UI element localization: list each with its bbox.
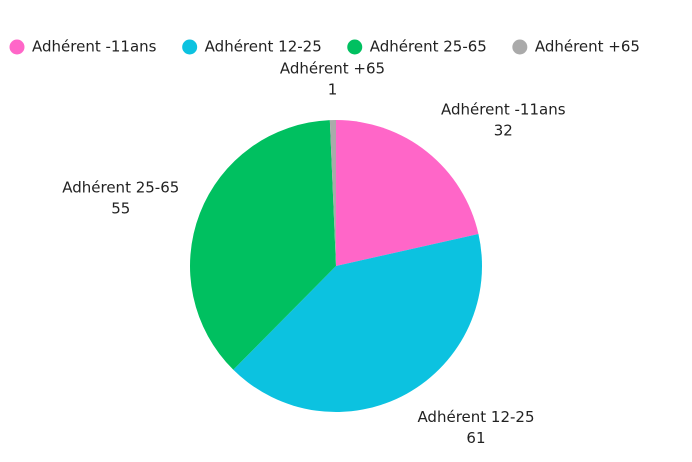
slice-label: Adhérent +65 1 bbox=[280, 60, 385, 99]
slice-value: 61 bbox=[466, 429, 485, 447]
slice-label: Adhérent 12-25 61 bbox=[417, 408, 534, 447]
slice-name: Adhérent +65 bbox=[280, 60, 385, 78]
pie-slice bbox=[189, 120, 336, 370]
legend-label: Adhérent -11ans bbox=[32, 38, 157, 56]
pie-slice bbox=[329, 120, 336, 266]
legend-label: Adhérent 25-65 bbox=[370, 38, 487, 56]
slice-label: Adhérent -11ans 32 bbox=[441, 100, 566, 139]
legend-label: Adhérent +65 bbox=[535, 38, 640, 56]
legend-marker bbox=[182, 39, 198, 55]
legend-marker bbox=[9, 39, 25, 55]
slice-value: 55 bbox=[111, 199, 130, 217]
legend-label: Adhérent 12-25 bbox=[205, 38, 322, 56]
legend-marker bbox=[512, 39, 528, 55]
slice-value: 32 bbox=[494, 121, 513, 139]
pie-slice bbox=[233, 233, 482, 412]
slice-name: Adhérent 12-25 bbox=[417, 408, 534, 426]
slice-label: Adhérent 25-65 55 bbox=[62, 178, 179, 217]
slice-name: Adhérent -11ans bbox=[441, 100, 566, 118]
slice-value: 1 bbox=[328, 81, 338, 99]
slice-name: Adhérent 25-65 bbox=[62, 178, 179, 196]
legend-marker bbox=[347, 39, 363, 55]
pie-slice bbox=[336, 120, 479, 266]
